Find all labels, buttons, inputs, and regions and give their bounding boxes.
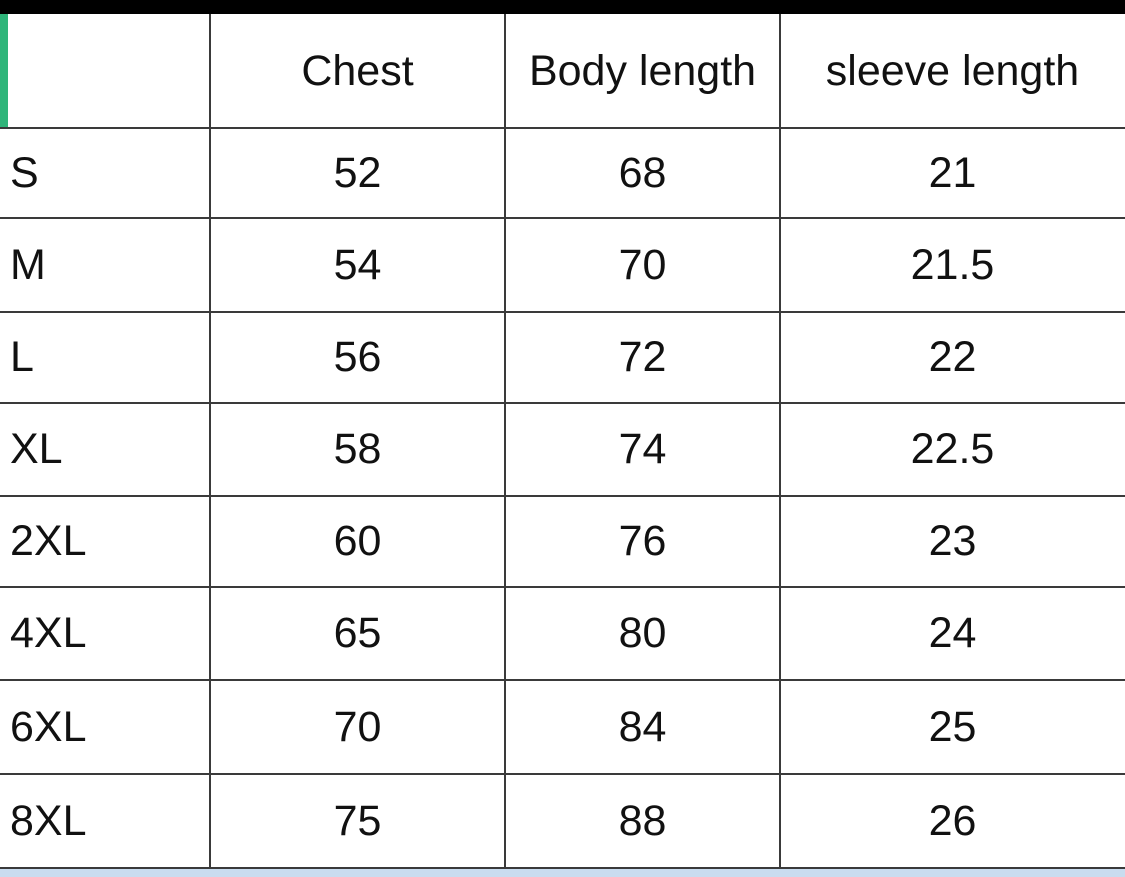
measurement: 22.5 xyxy=(910,425,995,473)
row-divider xyxy=(0,311,1125,313)
size-label: 4XL xyxy=(10,609,87,657)
measurement: 70 xyxy=(618,240,667,289)
size-label: M xyxy=(10,240,46,289)
measurement: 23 xyxy=(928,517,977,565)
measurement: 21 xyxy=(928,148,977,197)
measurement: 88 xyxy=(618,796,667,845)
row-divider xyxy=(0,217,1125,219)
measurement: 25 xyxy=(928,702,977,751)
bottom-strip xyxy=(0,868,1125,877)
column-header: Chest xyxy=(301,46,414,95)
measurement: 65 xyxy=(333,609,382,657)
row-divider xyxy=(0,127,1125,129)
measurement: 70 xyxy=(333,702,382,751)
row-divider xyxy=(0,773,1125,775)
measurement: 26 xyxy=(928,796,977,845)
column-divider xyxy=(504,14,506,868)
row-divider xyxy=(0,402,1125,404)
measurement: 24 xyxy=(928,609,977,657)
status-bar xyxy=(0,0,1125,14)
measurement: 52 xyxy=(333,148,382,197)
size-label: 6XL xyxy=(10,702,87,751)
column-divider xyxy=(779,14,781,868)
size-label: 2XL xyxy=(10,517,87,565)
row-divider xyxy=(0,495,1125,497)
row-divider xyxy=(0,867,1125,869)
size-label: L xyxy=(10,333,34,381)
measurement: 72 xyxy=(618,333,667,381)
measurement: 54 xyxy=(333,240,382,289)
column-divider xyxy=(209,14,211,868)
measurement: 60 xyxy=(333,517,382,565)
measurement: 75 xyxy=(333,796,382,845)
measurement: 56 xyxy=(333,333,382,381)
size-label: 8XL xyxy=(10,796,87,845)
size-label: S xyxy=(10,148,39,197)
row-divider xyxy=(0,679,1125,681)
measurement: 74 xyxy=(618,425,667,473)
accent-bar xyxy=(0,14,8,128)
measurement: 80 xyxy=(618,609,667,657)
measurement: 58 xyxy=(333,425,382,473)
measurement: 22 xyxy=(928,333,977,381)
measurement: 21.5 xyxy=(910,240,995,289)
measurement: 68 xyxy=(618,148,667,197)
column-header: Body length xyxy=(528,46,757,95)
measurement: 76 xyxy=(618,517,667,565)
row-divider xyxy=(0,586,1125,588)
size-label: XL xyxy=(10,425,63,473)
measurement: 84 xyxy=(618,702,667,751)
column-header: sleeve length xyxy=(825,46,1080,95)
